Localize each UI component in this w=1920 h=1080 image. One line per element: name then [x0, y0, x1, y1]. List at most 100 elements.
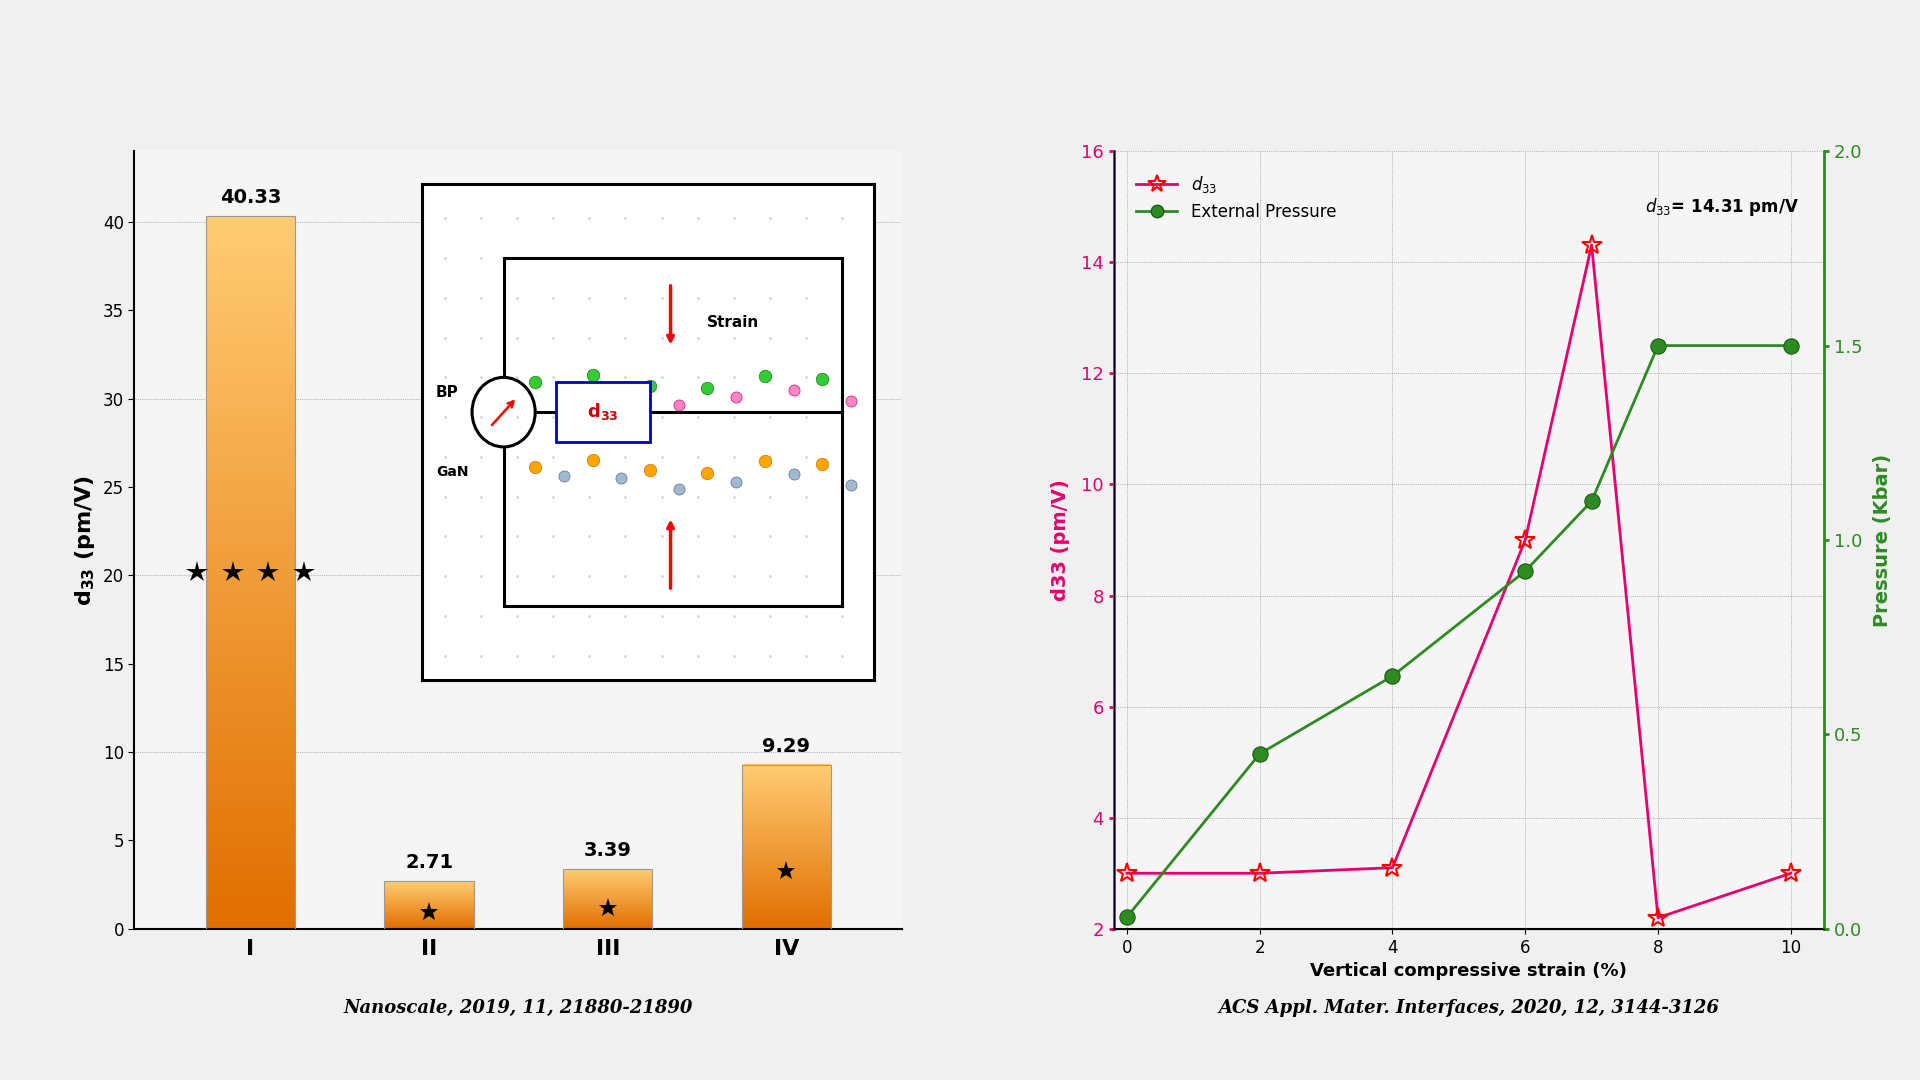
Bar [741, 808, 831, 809]
Bar [741, 774, 831, 775]
Bar [205, 252, 296, 255]
Bar [205, 735, 296, 740]
Bar [741, 806, 831, 807]
Bar [741, 829, 831, 831]
Bar [205, 732, 296, 737]
Bar [741, 828, 831, 829]
Bar [205, 600, 296, 605]
Bar [741, 860, 831, 861]
Bar [741, 870, 831, 872]
Bar [205, 529, 296, 534]
Bar [205, 633, 296, 636]
Bar [741, 783, 831, 784]
Bar [205, 222, 296, 227]
Bar [205, 864, 296, 868]
Bar [205, 878, 296, 882]
Bar [205, 548, 296, 551]
Bar [741, 908, 831, 909]
Bar [741, 873, 831, 874]
Bar [741, 876, 831, 877]
Bar [741, 831, 831, 832]
Bar [741, 795, 831, 796]
Bar [205, 842, 296, 847]
Bar [205, 568, 296, 572]
Bar [563, 869, 653, 929]
Bar [741, 877, 831, 878]
Bar [741, 823, 831, 824]
Bar [741, 904, 831, 905]
Bar [205, 822, 296, 825]
Bar [741, 862, 831, 863]
Bar [741, 879, 831, 880]
Bar [741, 773, 831, 774]
Bar [741, 921, 831, 922]
Bar [205, 532, 296, 537]
Bar [205, 494, 296, 498]
Bar [205, 345, 296, 348]
Bar [741, 886, 831, 887]
Bar [741, 891, 831, 892]
Bar [741, 893, 831, 894]
Bar [205, 305, 296, 309]
Bar [205, 644, 296, 647]
Bar [205, 729, 296, 733]
Bar [205, 447, 296, 451]
Bar [205, 775, 296, 779]
Bar [205, 283, 296, 287]
Bar [741, 840, 831, 841]
Bar [205, 540, 296, 544]
Bar [741, 851, 831, 852]
Bar [205, 918, 296, 921]
Bar [741, 820, 831, 821]
Bar [205, 523, 296, 526]
Bar [205, 334, 296, 337]
Bar [741, 811, 831, 812]
Bar [741, 798, 831, 799]
Bar [205, 721, 296, 726]
Bar [741, 785, 831, 786]
Bar [205, 465, 296, 469]
Bar [741, 787, 831, 788]
Bar [741, 771, 831, 772]
Bar [205, 754, 296, 758]
Bar [205, 323, 296, 326]
X-axis label: Vertical compressive strain (%): Vertical compressive strain (%) [1309, 962, 1628, 980]
Bar [741, 797, 831, 798]
Bar [205, 230, 296, 234]
Bar [205, 622, 296, 626]
Bar [205, 782, 296, 786]
Bar [205, 583, 296, 586]
Bar [741, 900, 831, 901]
Bar [741, 778, 831, 779]
Bar [205, 686, 296, 690]
Bar [741, 767, 831, 768]
Bar [205, 629, 296, 633]
Bar [205, 797, 296, 800]
Bar [741, 868, 831, 869]
Bar [205, 786, 296, 789]
Bar [741, 907, 831, 908]
Bar [741, 821, 831, 822]
Bar [741, 841, 831, 842]
Bar [205, 833, 296, 836]
Bar [205, 718, 296, 723]
Bar [205, 818, 296, 822]
Bar [741, 891, 831, 893]
Bar [741, 867, 831, 868]
Bar [741, 887, 831, 888]
Bar [741, 908, 831, 910]
Bar [205, 461, 296, 465]
Bar [205, 476, 296, 480]
Bar [205, 244, 296, 248]
Bar [205, 700, 296, 704]
Bar [741, 792, 831, 793]
Bar [741, 902, 831, 903]
Bar [741, 819, 831, 820]
Bar [205, 411, 296, 416]
FancyBboxPatch shape [555, 382, 651, 442]
Bar [741, 847, 831, 849]
Bar [741, 928, 831, 929]
Bar [205, 287, 296, 291]
Bar [205, 853, 296, 858]
Bar [205, 608, 296, 611]
